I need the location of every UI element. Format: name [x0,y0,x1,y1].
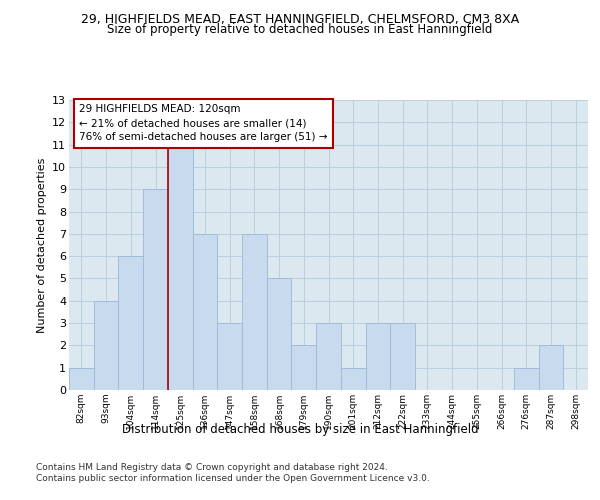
Bar [118,256,143,390]
Bar [143,189,168,390]
Bar [316,323,341,390]
Bar [292,346,316,390]
Bar [514,368,539,390]
Bar [168,144,193,390]
Bar [94,301,118,390]
Bar [242,234,267,390]
Bar [193,234,217,390]
Text: Contains public sector information licensed under the Open Government Licence v3: Contains public sector information licen… [36,474,430,483]
Bar [365,323,390,390]
Bar [539,346,563,390]
Text: Distribution of detached houses by size in East Hanningfield: Distribution of detached houses by size … [122,422,478,436]
Text: 29, HIGHFIELDS MEAD, EAST HANNINGFIELD, CHELMSFORD, CM3 8XA: 29, HIGHFIELDS MEAD, EAST HANNINGFIELD, … [81,12,519,26]
Bar [217,323,242,390]
Text: Size of property relative to detached houses in East Hanningfield: Size of property relative to detached ho… [107,24,493,36]
Bar [341,368,365,390]
Text: Contains HM Land Registry data © Crown copyright and database right 2024.: Contains HM Land Registry data © Crown c… [36,462,388,471]
Bar [69,368,94,390]
Bar [267,278,292,390]
Y-axis label: Number of detached properties: Number of detached properties [37,158,47,332]
Bar [390,323,415,390]
Text: 29 HIGHFIELDS MEAD: 120sqm
← 21% of detached houses are smaller (14)
76% of semi: 29 HIGHFIELDS MEAD: 120sqm ← 21% of deta… [79,104,328,142]
